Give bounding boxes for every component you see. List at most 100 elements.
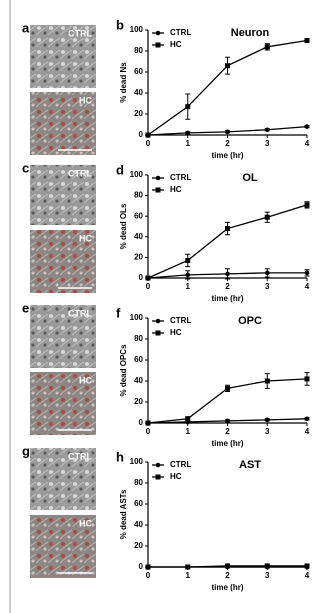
y-tick-label: 80 [134,478,143,487]
chart-title: OPC [238,315,262,327]
y-tick-label: 60 [134,499,143,508]
x-axis-label: time (hr) [212,583,244,592]
image-label: HC [79,233,92,243]
x-tick-label: 3 [265,139,270,148]
y-axis-label: % dead OPCs [119,344,128,397]
marker [185,272,191,278]
x-axis-label: time (hr) [212,294,244,303]
marker [225,63,230,69]
legend-marker [155,30,161,36]
x-tick-label: 3 [265,571,270,580]
y-tick-label: 100 [130,170,144,179]
x-tick-label: 3 [265,282,270,291]
y-tick-label: 20 [134,541,143,550]
marker [264,127,270,133]
legend-label: HC [170,328,182,337]
micrograph [30,372,96,435]
marker [225,271,230,277]
marker [304,202,310,208]
x-axis-label: time (hr) [212,439,244,448]
image-label: CTRL [68,28,92,38]
y-tick-label: 20 [134,253,143,262]
y-tick-label: 100 [130,457,144,466]
y-tick-label: 60 [134,211,143,220]
legend-label: HC [170,40,182,49]
x-tick-label: 2 [225,282,230,291]
x-tick-label: 0 [146,282,151,291]
panel-letter: g [22,443,30,458]
legend-marker [155,175,161,181]
x-tick-label: 3 [265,427,270,436]
legend-marker [155,474,161,480]
y-tick-label: 0 [139,130,144,139]
y-axis-label: % dead OLs [119,203,128,249]
legend-marker [155,330,161,336]
marker [304,270,310,276]
line [147,39,308,136]
marker [225,563,230,569]
legend-label: CTRL [170,316,191,325]
x-tick-label: 1 [186,427,191,436]
y-tick-label: 80 [134,191,143,200]
micrograph [30,92,96,155]
y-tick-label: 80 [134,46,143,55]
legend-label: HC [170,472,182,481]
chart-title: AST [239,459,261,471]
x-tick-label: 4 [305,282,310,291]
y-tick-label: 20 [134,397,143,406]
x-tick-label: 2 [225,571,230,580]
panel-letter: f [116,305,121,320]
marker [264,563,270,569]
y-axis-label: % dead ASTs [119,489,128,539]
y-tick-label: 0 [139,562,144,571]
y-tick-label: 60 [134,67,143,76]
x-tick-label: 1 [186,139,191,148]
y-tick-label: 100 [130,313,144,322]
marker [185,416,191,422]
panel-letter: d [116,162,124,177]
micrograph [30,515,96,578]
legend-marker [155,318,161,324]
y-tick-label: 0 [139,273,144,282]
x-tick-label: 2 [225,427,230,436]
marker [225,418,230,424]
micrograph [30,25,96,88]
micrograph [30,305,96,368]
legend-marker [155,42,161,48]
x-tick-label: 4 [305,571,310,580]
micrograph [30,165,96,225]
image-label: HC [79,518,92,528]
x-tick-label: 4 [305,139,310,148]
micrograph [30,448,96,510]
y-tick-label: 0 [139,418,144,427]
marker [264,417,270,423]
marker [304,124,310,129]
marker [264,44,270,50]
marker [145,275,151,281]
x-axis-label: time (hr) [212,151,244,160]
y-tick-label: 60 [134,355,143,364]
y-tick-label: 20 [134,109,143,118]
x-tick-label: 0 [146,427,151,436]
chart-title: OL [242,172,258,184]
marker [145,564,151,570]
image-label: CTRL [68,451,92,461]
x-tick-label: 0 [146,139,151,148]
marker [264,214,270,220]
panel-letter: c [22,160,29,175]
image-label: CTRL [68,308,92,318]
marker [185,130,191,136]
legend-marker [155,462,161,468]
marker [264,270,270,276]
panel-letter: h [116,449,124,464]
legend-marker [155,187,161,193]
chart-title: Neuron [231,27,270,39]
marker [264,378,270,384]
panel-letter: a [22,20,30,35]
line [147,204,308,279]
marker [185,564,191,570]
marker [145,132,151,138]
x-tick-label: 2 [225,139,230,148]
marker [304,38,310,43]
y-tick-label: 100 [130,25,144,34]
